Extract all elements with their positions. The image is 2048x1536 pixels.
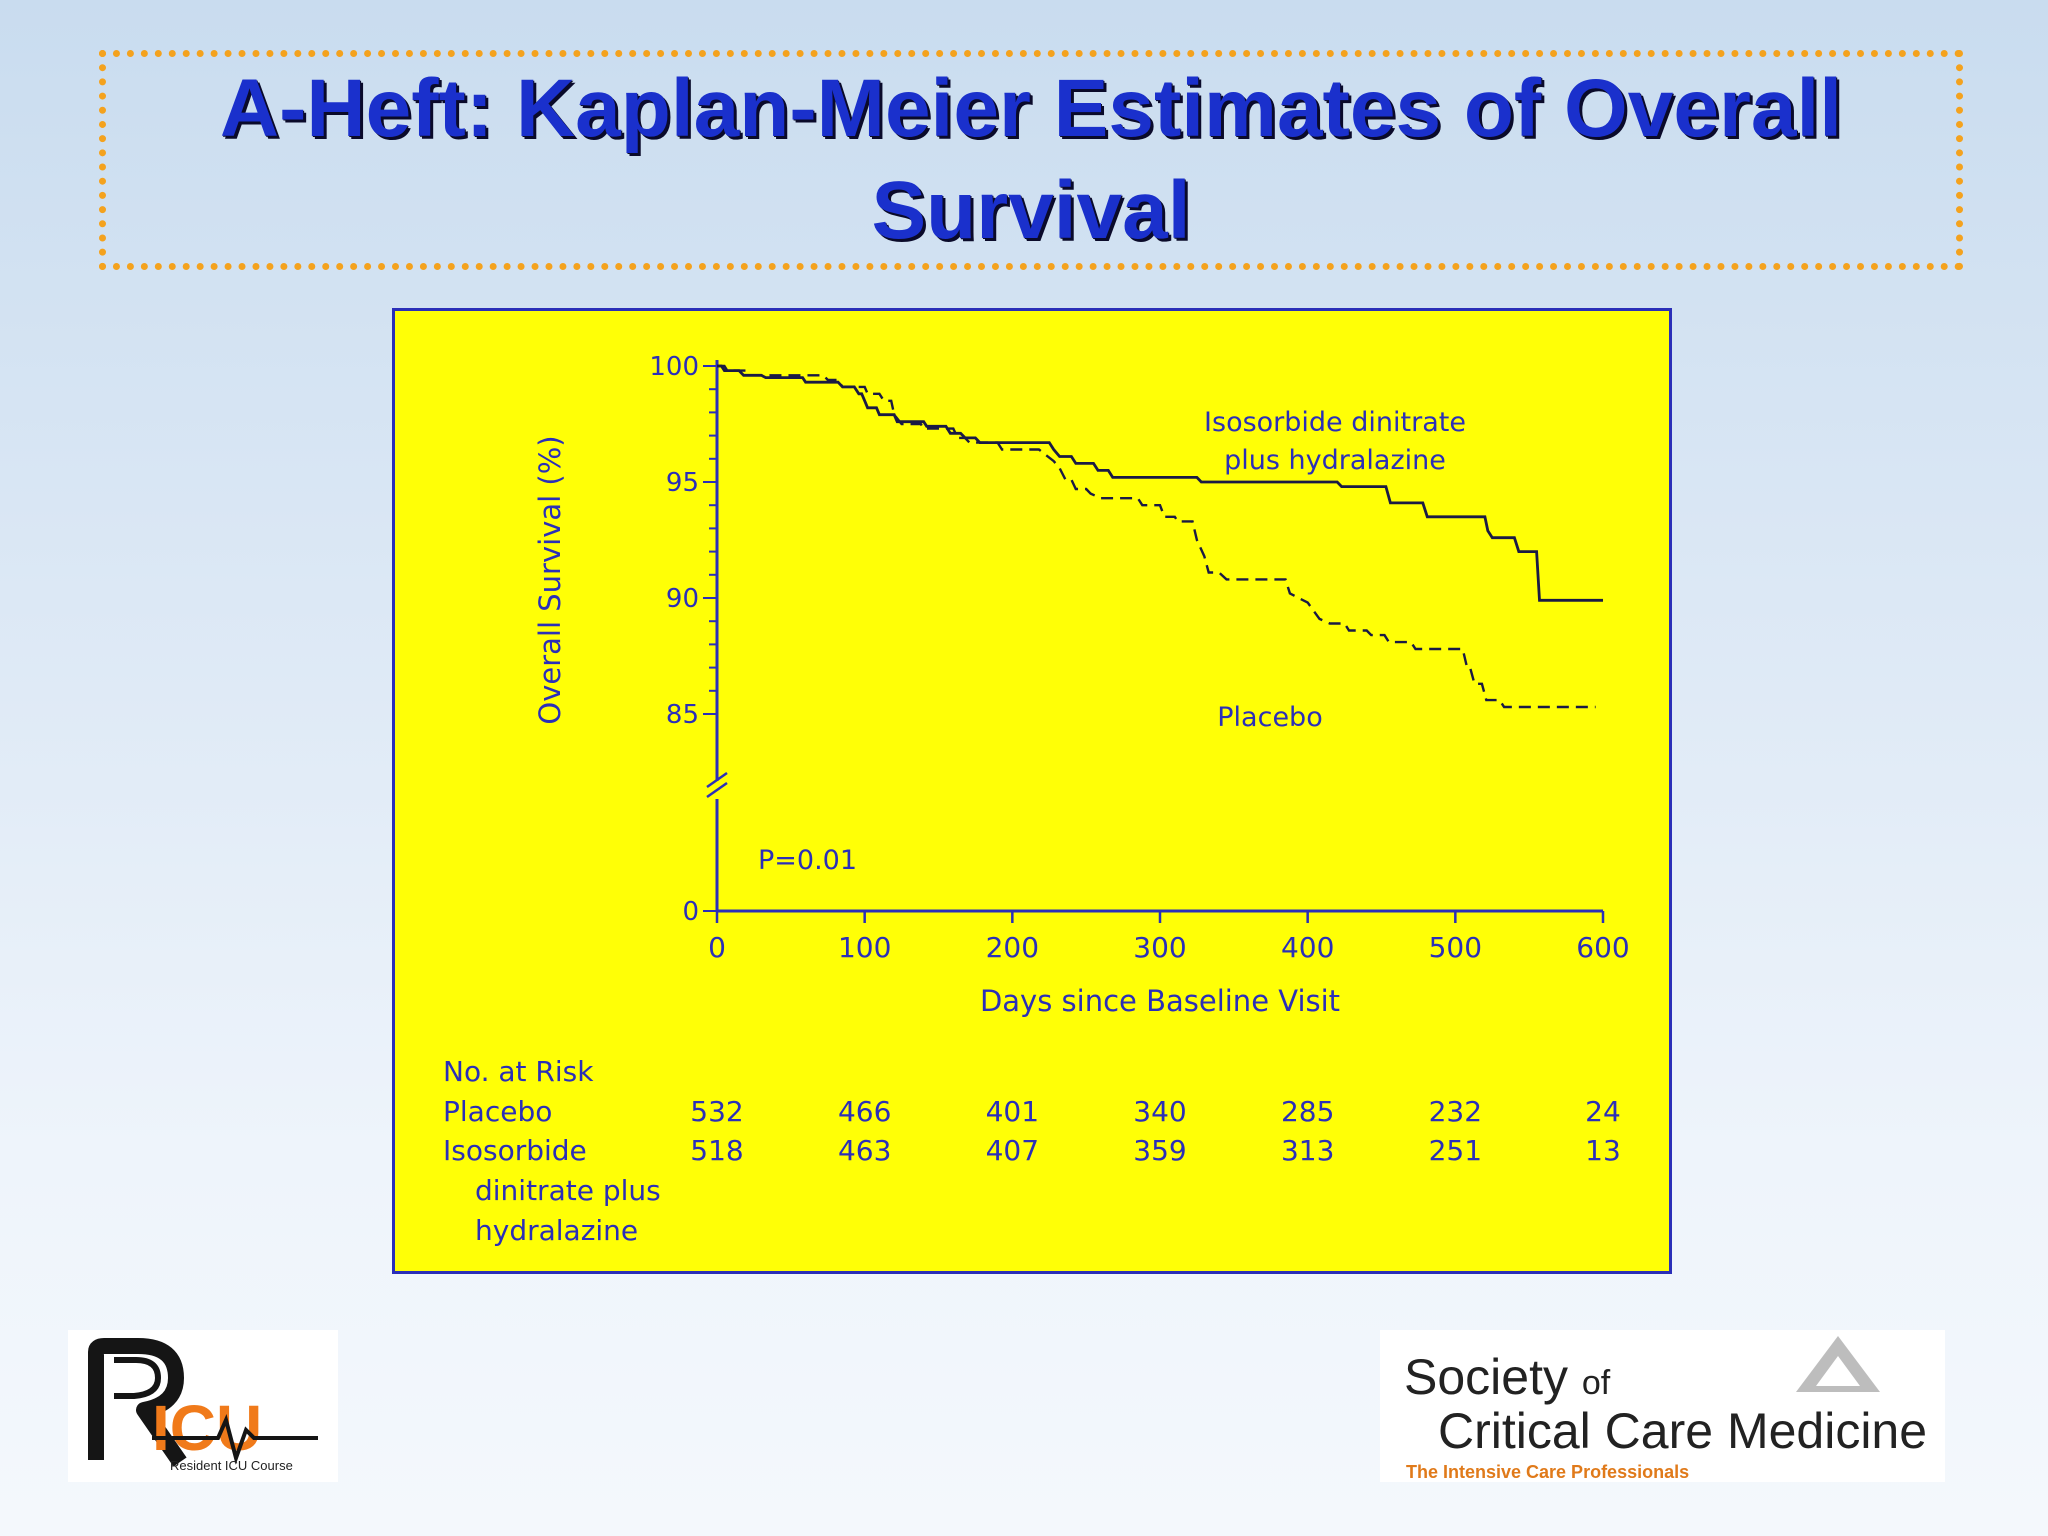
ricu-logo-mark: ICU <box>88 1338 318 1467</box>
placebo-curve <box>717 364 1596 709</box>
risk-value: 518 <box>690 1134 743 1167</box>
sccm-line-1: Society of <box>1404 1348 1610 1406</box>
risk-row-label: hydralazine <box>475 1214 638 1247</box>
risk-row-label: Placebo <box>443 1095 552 1128</box>
risk-table-header: No. at Risk <box>443 1055 594 1088</box>
title-box: A-Heft: Kaplan-Meier Estimates of Overal… <box>99 50 1963 270</box>
series-label-isdn: Isosorbide dinitrate <box>1204 407 1466 438</box>
x-tick-label: 500 <box>1429 931 1482 964</box>
risk-value: 285 <box>1281 1095 1334 1128</box>
risk-value: 24 <box>1585 1095 1621 1128</box>
series-label-isdn: plus hydralazine <box>1224 445 1446 476</box>
y-tick-label: 95 <box>666 468 699 498</box>
sccm-society: Society <box>1404 1349 1568 1405</box>
chart-labels: Days since Baseline Visit Overall Surviva… <box>533 407 1466 1018</box>
risk-value: 340 <box>1133 1095 1186 1128</box>
risk-value: 532 <box>690 1095 743 1128</box>
axis-break-mark <box>706 781 728 799</box>
x-tick-label: 300 <box>1133 931 1186 964</box>
risk-value: 251 <box>1429 1134 1482 1167</box>
x-tick-label: 400 <box>1281 931 1334 964</box>
chart-axes: 100 95 90 85 00 100 200 300 400 500 600 <box>649 352 1629 964</box>
x-tick-label: 100 <box>838 931 891 964</box>
y-tick-label: 90 <box>666 584 699 614</box>
y-tick-label: 85 <box>666 700 699 730</box>
sccm-line-2: Critical Care Medicine <box>1438 1403 1928 1459</box>
slide-title-line-1: A-Heft: Kaplan-Meier Estimates of Overal… <box>219 63 1843 154</box>
risk-value: 232 <box>1429 1095 1482 1128</box>
y-axis-title: Overall Survival (%) <box>533 435 567 724</box>
risk-value: 13 <box>1585 1134 1621 1167</box>
y-tick-label: 100 <box>649 352 699 382</box>
series-label-placebo: Placebo <box>1217 702 1322 733</box>
isdn-hydralazine-curve <box>717 364 1603 602</box>
risk-value: 359 <box>1133 1134 1186 1167</box>
sccm-of: of <box>1581 1364 1611 1402</box>
risk-row-label: Isosorbide <box>443 1134 587 1167</box>
ricu-logo: ICU Resident ICU Course <box>68 1330 338 1482</box>
chart-panel: 100 95 90 85 0 0 100 200 300 400 500 600 Days since… <box>392 308 1672 1274</box>
km-chart: 100 95 90 85 00 100 200 300 400 500 600 Days since… <box>443 352 1630 1247</box>
chart-curves <box>717 364 1603 709</box>
slide-title-line-2: Survival <box>871 165 1191 256</box>
svg-text:ICU: ICU <box>152 1392 262 1464</box>
x-tick-label: 0 <box>708 931 726 964</box>
risk-row-label: dinitrate plus <box>475 1174 661 1207</box>
axis-break-mark <box>706 771 728 789</box>
x-tick-label: 600 <box>1576 931 1629 964</box>
x-tick-label: 200 <box>986 931 1039 964</box>
risk-value: 466 <box>838 1095 891 1128</box>
p-value-annotation: P=0.01 <box>758 845 857 876</box>
risk-table: No. at Risk Placebo 532 466 401 340 285 232 24 Is… <box>443 1055 1621 1247</box>
x-axis-title: Days since Baseline Visit <box>980 984 1340 1018</box>
sccm-triangle-icon <box>1796 1336 1880 1392</box>
ricu-tagline: Resident ICU Course <box>170 1458 293 1473</box>
risk-value: 463 <box>838 1134 891 1167</box>
sccm-tagline: The Intensive Care Professionals <box>1406 1462 1690 1482</box>
risk-value: 313 <box>1281 1134 1334 1167</box>
y-tick-label: 0 <box>682 897 699 927</box>
sccm-logo: Society of Critical Care Medicine The In… <box>1380 1330 1945 1482</box>
risk-value: 407 <box>986 1134 1039 1167</box>
risk-value: 401 <box>986 1095 1039 1128</box>
